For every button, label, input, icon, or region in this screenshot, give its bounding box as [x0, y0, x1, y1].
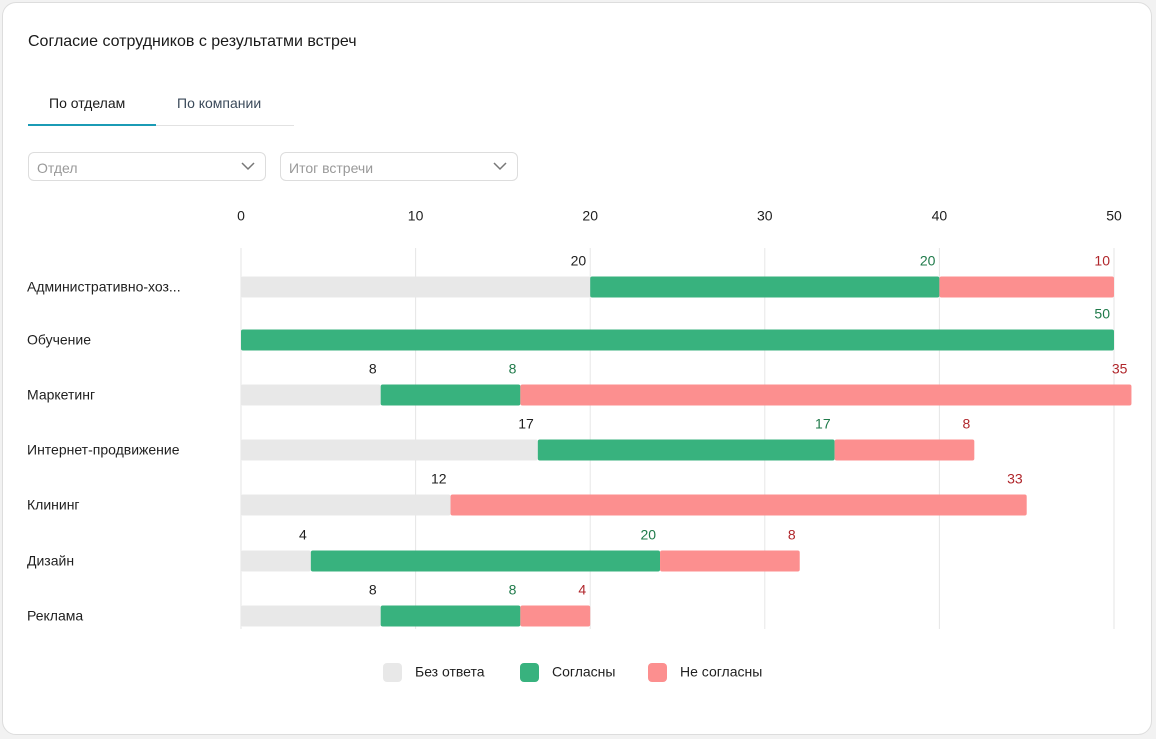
category-label: Обучение — [27, 332, 91, 348]
data-label: 8 — [509, 361, 517, 377]
data-label: 17 — [518, 416, 534, 432]
bar-segment — [241, 550, 311, 572]
data-label: 12 — [431, 471, 447, 487]
legend-swatch — [520, 663, 539, 682]
bar-segment — [537, 439, 835, 461]
bar-segment — [241, 384, 381, 406]
dropdown[interactable]: Итог встречи — [280, 152, 518, 181]
bar-segment — [520, 605, 591, 627]
data-label: 10 — [1094, 253, 1110, 269]
bar-segment — [241, 605, 381, 627]
bar-segment — [241, 329, 1114, 351]
dropdown-placeholder: Отдел — [37, 160, 78, 176]
tab[interactable]: По отделам — [49, 95, 126, 111]
x-tick-label: 50 — [1106, 208, 1122, 224]
bar-segment — [520, 384, 1132, 406]
chart: 0 10 20 30 40 50 Административно-хоз... 20 20 10 О… — [27, 208, 1132, 682]
data-label: 50 — [1094, 306, 1110, 322]
legend-swatch — [648, 663, 667, 682]
bar-segment — [590, 276, 940, 298]
bar-segment — [380, 384, 521, 406]
x-tick-label: 30 — [757, 208, 773, 224]
category-label: Интернет-продвижение — [27, 442, 180, 458]
legend-label: Согласны — [552, 664, 615, 680]
category-label: Реклама — [27, 608, 83, 624]
category-label: Дизайн — [27, 553, 74, 569]
tab[interactable]: По компании — [177, 95, 262, 111]
data-label: 8 — [369, 582, 377, 598]
category-label: Административно-хоз... — [27, 279, 181, 295]
card-title: Согласие сотрудников с результатми встре… — [28, 33, 357, 50]
data-label: 4 — [299, 527, 307, 543]
bar-segment — [450, 494, 1027, 516]
category-label: Клининг — [27, 497, 80, 513]
data-label: 35 — [1112, 361, 1128, 377]
bar-segment — [660, 550, 800, 572]
chevron — [241, 162, 255, 171]
data-label: 33 — [1007, 471, 1023, 487]
x-tick-label: 20 — [582, 208, 598, 224]
bar-segment — [241, 276, 591, 298]
legend-label: Не согласны — [680, 664, 762, 680]
x-tick-label: 10 — [408, 208, 424, 224]
data-label: 8 — [963, 416, 971, 432]
legend-swatch — [383, 663, 402, 682]
bar-segment — [939, 276, 1114, 298]
tab-indicator — [28, 124, 156, 126]
data-label: 8 — [788, 527, 796, 543]
bar-segment — [241, 494, 451, 516]
data-label: 20 — [571, 253, 587, 269]
x-tick-label: 0 — [237, 208, 245, 224]
chevron — [493, 162, 507, 171]
data-label: 8 — [509, 582, 517, 598]
x-tick-label: 40 — [932, 208, 948, 224]
data-label: 8 — [369, 361, 377, 377]
bar-segment — [241, 439, 538, 461]
tab-track — [28, 125, 294, 126]
data-label: 20 — [640, 527, 656, 543]
dropdown-placeholder: Итог встречи — [289, 160, 374, 176]
bar-segment — [834, 439, 975, 461]
category-label: Маркетинг — [27, 387, 95, 403]
data-label: 4 — [578, 582, 586, 598]
dropdown[interactable]: Отдел — [28, 152, 266, 181]
bar-segment — [310, 550, 661, 572]
legend-label: Без ответа — [415, 664, 485, 680]
bar-segment — [380, 605, 521, 627]
data-label: 20 — [920, 253, 936, 269]
data-label: 17 — [815, 416, 831, 432]
